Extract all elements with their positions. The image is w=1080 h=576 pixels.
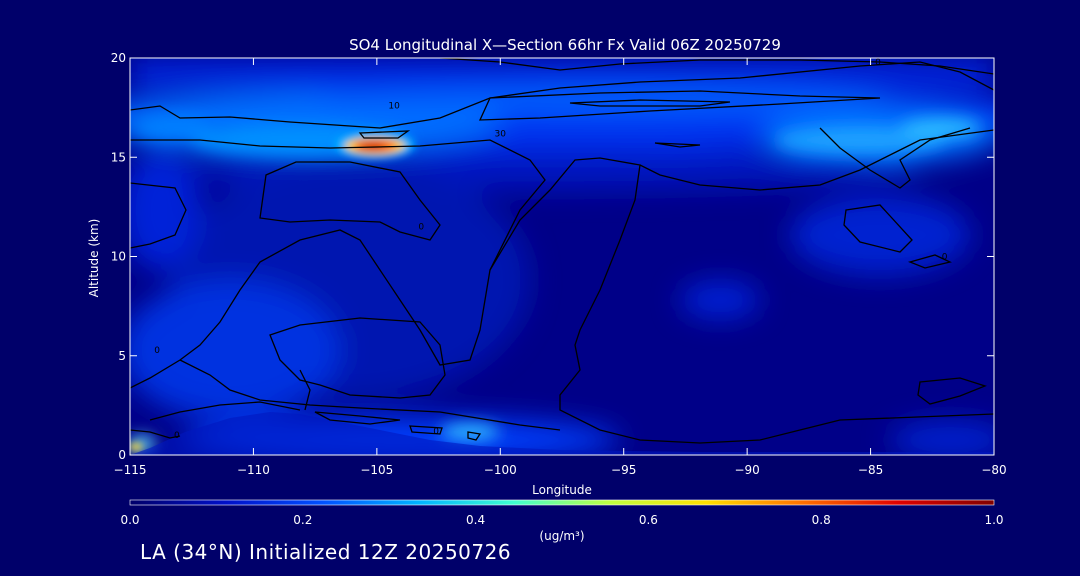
contour-line xyxy=(654,142,701,148)
contour-line xyxy=(269,317,446,399)
contour-label: 0 xyxy=(154,346,160,356)
colorbar-tick-label: 0.0 xyxy=(120,513,139,527)
y-tick-label: 10 xyxy=(111,250,126,264)
contour-line xyxy=(314,411,401,425)
contour-line xyxy=(917,377,987,405)
colorbar-tick-label: 0.6 xyxy=(639,513,658,527)
x-tick-label: −80 xyxy=(981,463,1006,477)
contour-line xyxy=(819,127,971,189)
colorbar-tick-label: 0.2 xyxy=(293,513,312,527)
contour-label: 0 xyxy=(942,253,948,263)
chart-title: SO4 Longitudinal X—Section 66hr Fx Valid… xyxy=(349,36,781,54)
x-tick-label: −90 xyxy=(734,463,759,477)
contour-labels: 10 30 0 0 0 0 0 0 xyxy=(154,58,947,441)
y-axis-label: Altitude (km) xyxy=(87,219,101,298)
field-mid xyxy=(130,116,980,452)
colorbar xyxy=(129,499,995,506)
x-tick-label: −95 xyxy=(611,463,636,477)
contour-line xyxy=(130,182,187,249)
contour-line xyxy=(467,431,482,441)
contour-line xyxy=(439,58,994,75)
y-tick-label: 5 xyxy=(118,349,126,363)
y-axis: 0 5 10 15 20 xyxy=(111,51,994,462)
y-tick-label: 20 xyxy=(111,51,126,65)
colorbar-ticks: 0.0 0.2 0.4 0.6 0.8 1.0 xyxy=(120,513,1003,527)
contour-label: 30 xyxy=(495,129,507,139)
y-tick-label: 15 xyxy=(111,150,126,164)
contour-line xyxy=(299,369,311,411)
contour-line xyxy=(130,429,181,439)
contour-line xyxy=(907,254,952,269)
contour-line xyxy=(179,359,561,431)
contour-line xyxy=(639,129,994,191)
contour-line xyxy=(843,204,913,253)
contour-label: 0 xyxy=(418,223,424,233)
contour-line xyxy=(130,139,546,389)
contour-line xyxy=(569,99,731,107)
concentration-field xyxy=(130,58,994,455)
x-axis-label: Longitude xyxy=(532,483,592,497)
contour-line xyxy=(478,90,881,121)
colorbar-label: (ug/m³) xyxy=(539,529,584,543)
x-tick-label: −115 xyxy=(114,463,147,477)
contour-label: 0 xyxy=(433,427,439,437)
colorbar-tick-label: 1.0 xyxy=(984,513,1003,527)
x-tick-label: −85 xyxy=(858,463,883,477)
x-tick-label: −110 xyxy=(237,463,270,477)
contour-label: 0 xyxy=(875,58,881,68)
contour-lines xyxy=(130,58,994,444)
contour-label: 0 xyxy=(174,431,180,441)
contour-line xyxy=(489,157,994,444)
contour-line xyxy=(149,401,301,421)
contour-line xyxy=(358,130,411,139)
colorbar-tick-label: 0.4 xyxy=(466,513,485,527)
footer-caption: LA (34°N) Initialized 12Z 20250726 xyxy=(140,540,512,564)
contour-line xyxy=(409,425,443,435)
terrain-mask xyxy=(130,412,994,455)
field-broad xyxy=(130,58,994,455)
contour-label: 10 xyxy=(388,102,400,112)
y-tick-label: 0 xyxy=(118,448,126,462)
colorbar-tick-label: 0.8 xyxy=(812,513,831,527)
x-axis: −115 −110 −105 −100 −95 −90 −85 −80 xyxy=(114,58,1007,477)
contour-line xyxy=(259,161,441,241)
x-tick-label: −100 xyxy=(484,463,517,477)
x-tick-label: −105 xyxy=(360,463,393,477)
